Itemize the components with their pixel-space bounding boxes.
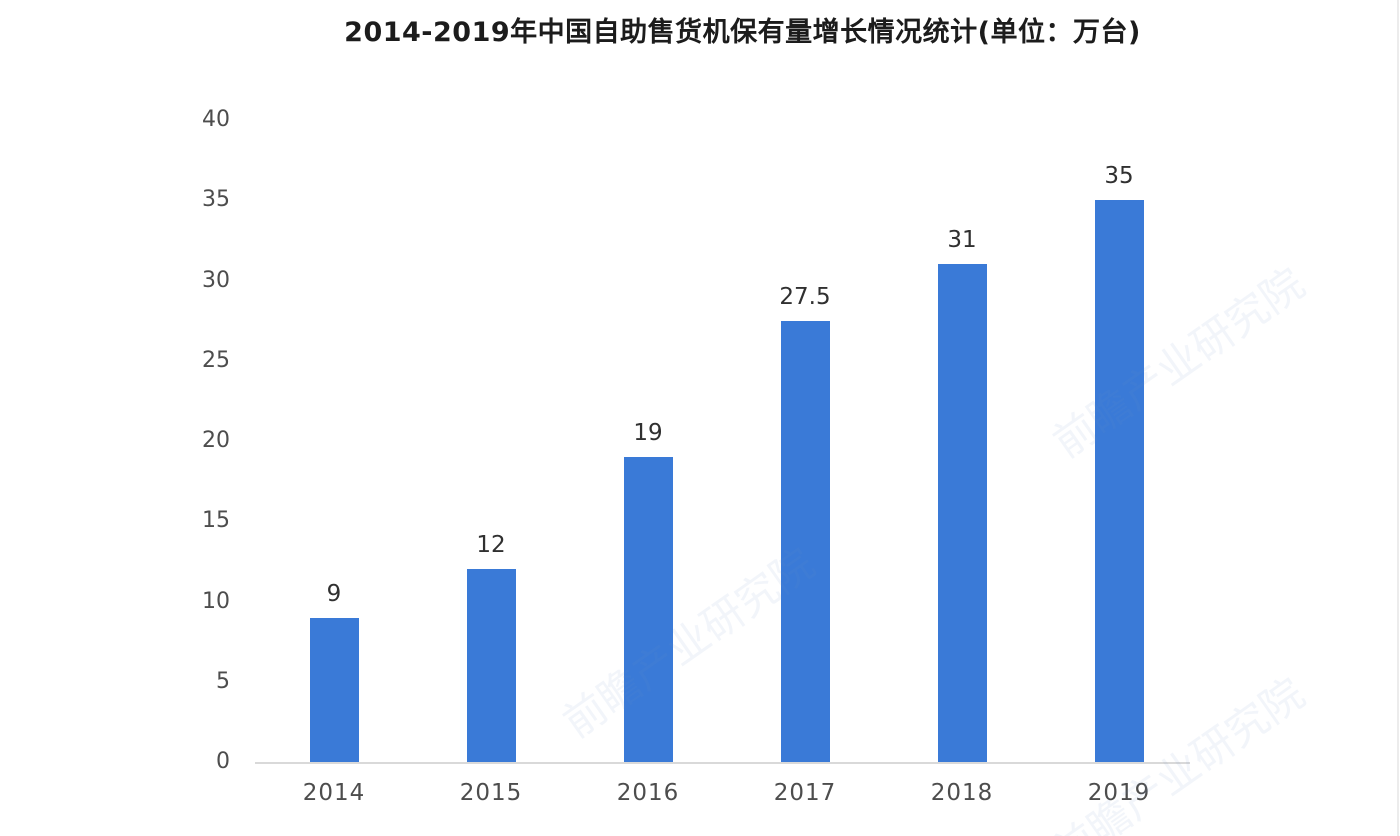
- y-axis-tick-label: 20: [202, 428, 230, 453]
- x-axis-tick-label: 2014: [302, 780, 366, 806]
- bar-2014: [309, 618, 359, 762]
- y-axis-tick-label: 25: [202, 347, 230, 373]
- bar-2018: [937, 264, 987, 762]
- y-axis-tick-label: 30: [202, 267, 230, 293]
- y-axis-tick-label: 10: [202, 588, 230, 614]
- bar-value-label: 35: [1104, 163, 1134, 189]
- x-axis-tick-label: 2015: [459, 780, 523, 806]
- bar-2015: [466, 569, 516, 762]
- chart-title: 2014-2019年中国自助售货机保有量增长情况统计(单位：万台): [344, 17, 1141, 48]
- bar-value-label: 19: [633, 420, 663, 446]
- plot-area: 9 12 19 27.5 31 35: [255, 120, 1190, 764]
- bar-2017: [780, 321, 830, 762]
- bar-value-label: 9: [326, 581, 342, 607]
- bar-value-label: 27.5: [779, 284, 831, 310]
- y-axis-tick-label: 40: [202, 107, 230, 132]
- bar-2016: [623, 457, 673, 762]
- bar-2019: [1094, 200, 1144, 762]
- bar-value-label: 12: [476, 532, 506, 558]
- y-axis-tick-label: 15: [202, 508, 230, 534]
- x-axis-tick-label: 2017: [773, 780, 837, 806]
- x-axis-tick-label: 2018: [930, 780, 994, 806]
- x-axis-tick-label: 2019: [1087, 780, 1151, 806]
- y-axis-tick-label: 0: [216, 749, 230, 774]
- x-axis-tick-label: 2016: [616, 780, 680, 806]
- bar-value-label: 31: [947, 227, 977, 253]
- y-axis-tick-label: 5: [216, 668, 230, 694]
- y-axis-tick-label: 35: [202, 187, 230, 213]
- page-edge-divider: [1397, 0, 1399, 836]
